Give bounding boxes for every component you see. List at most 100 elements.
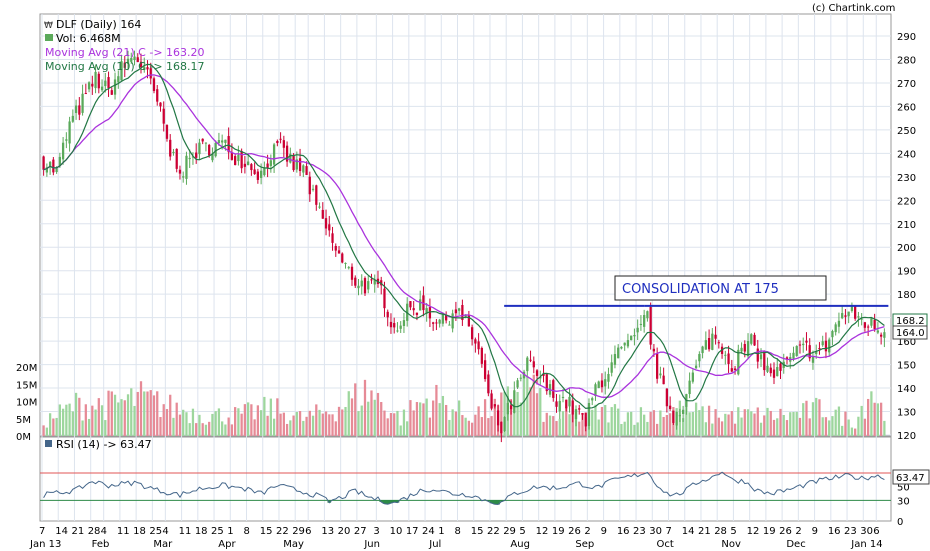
volume-bar	[480, 417, 483, 436]
candle-body	[130, 58, 133, 62]
day-tick-label: 27	[354, 526, 367, 537]
candle-body	[139, 61, 143, 68]
candle-body	[461, 304, 464, 321]
candle-body	[214, 142, 217, 157]
rsi-value-box	[892, 469, 930, 485]
volume-bar	[464, 417, 467, 436]
volume-bar	[204, 424, 208, 436]
month-tick-label: Mar	[153, 539, 173, 550]
volume-bar	[772, 419, 776, 436]
candle-body	[509, 405, 513, 410]
day-tick-label: 9	[812, 526, 818, 537]
volume-bar	[876, 403, 880, 436]
volume-bar	[542, 421, 545, 436]
volume-bar	[227, 417, 230, 436]
candle-body	[120, 61, 123, 81]
volume-bar	[285, 423, 289, 436]
volume-bar	[367, 401, 370, 436]
volume-bar	[376, 392, 380, 436]
volume-bar	[779, 408, 782, 436]
candle-body	[360, 280, 363, 287]
volume-bar	[467, 420, 471, 436]
candle-body	[386, 311, 389, 318]
candle-body	[373, 279, 376, 285]
candle-body	[318, 206, 321, 208]
volume-bar	[318, 409, 321, 436]
candle-body	[162, 108, 165, 124]
day-tick-label: 2	[584, 526, 590, 537]
day-tick-label: 18	[195, 526, 208, 537]
candle-body	[370, 279, 373, 281]
volume-bar	[769, 410, 772, 436]
candle-body	[217, 140, 221, 144]
day-tick-label: 5	[519, 526, 525, 537]
candle-body	[867, 326, 870, 328]
volume-bar	[863, 418, 867, 436]
candle-body	[691, 372, 694, 382]
candle-body	[467, 314, 471, 327]
candle-body	[344, 262, 347, 264]
volume-tick-label: 10M	[16, 398, 37, 409]
volume-bar	[483, 399, 487, 436]
day-tick-label: 12	[536, 526, 549, 537]
candle-body	[272, 144, 276, 165]
volume-bar	[529, 387, 532, 436]
day-tick-label: 16	[617, 526, 630, 537]
volume-bar	[594, 404, 597, 436]
volume-bar	[45, 427, 49, 436]
volume-bars	[42, 374, 886, 436]
candle-body	[795, 346, 798, 356]
month-tick-label: Jan 14	[850, 539, 882, 550]
volume-bar	[532, 374, 535, 436]
volume-bar	[419, 402, 422, 436]
candle-body	[529, 359, 532, 361]
day-tick-label: 30	[860, 526, 873, 537]
candle-body	[798, 344, 802, 346]
moving-average-10-line	[43, 63, 885, 410]
volume-bar	[214, 411, 217, 436]
volume-bar	[188, 423, 191, 436]
candle-body	[42, 156, 45, 170]
rsi-oversold-fill	[496, 500, 500, 505]
price-tick-label: 140	[897, 384, 916, 395]
candle-body	[61, 142, 65, 160]
candle-body	[756, 348, 759, 362]
candle-body	[746, 341, 750, 357]
volume-bar	[104, 420, 107, 436]
volume-bar	[159, 417, 162, 436]
volume-bar	[156, 391, 159, 436]
candle-body	[613, 354, 617, 365]
volume-bar	[100, 405, 104, 436]
candle-body	[558, 400, 561, 412]
candle-body	[266, 163, 269, 168]
volume-bar	[681, 418, 685, 436]
close-value-label: 164.0	[896, 328, 925, 339]
candle-body	[74, 105, 78, 113]
volume-bar	[321, 413, 324, 436]
volume-bar	[698, 410, 701, 436]
candle-body	[289, 153, 292, 163]
volume-bar	[240, 413, 243, 436]
candle-body	[100, 86, 104, 91]
volume-bar	[246, 402, 250, 436]
candle-body	[354, 277, 357, 286]
candle-body	[448, 324, 451, 326]
candle-body	[545, 374, 548, 392]
day-tick-label: 13	[321, 526, 334, 537]
candle-body	[659, 373, 662, 376]
volume-bar	[435, 384, 438, 436]
volume-bar	[389, 413, 393, 436]
volume-bar	[724, 413, 727, 436]
rsi-series	[40, 471, 891, 506]
candle-body	[870, 318, 873, 326]
candle-body	[464, 315, 467, 318]
price-tick-label: 240	[897, 149, 916, 160]
volume-bar	[360, 405, 363, 436]
volume-bar	[630, 411, 633, 436]
candle-body	[175, 148, 178, 169]
candle-body	[302, 165, 305, 173]
candle-body	[876, 330, 880, 333]
candle-body	[565, 399, 568, 409]
candle-body	[107, 77, 110, 89]
